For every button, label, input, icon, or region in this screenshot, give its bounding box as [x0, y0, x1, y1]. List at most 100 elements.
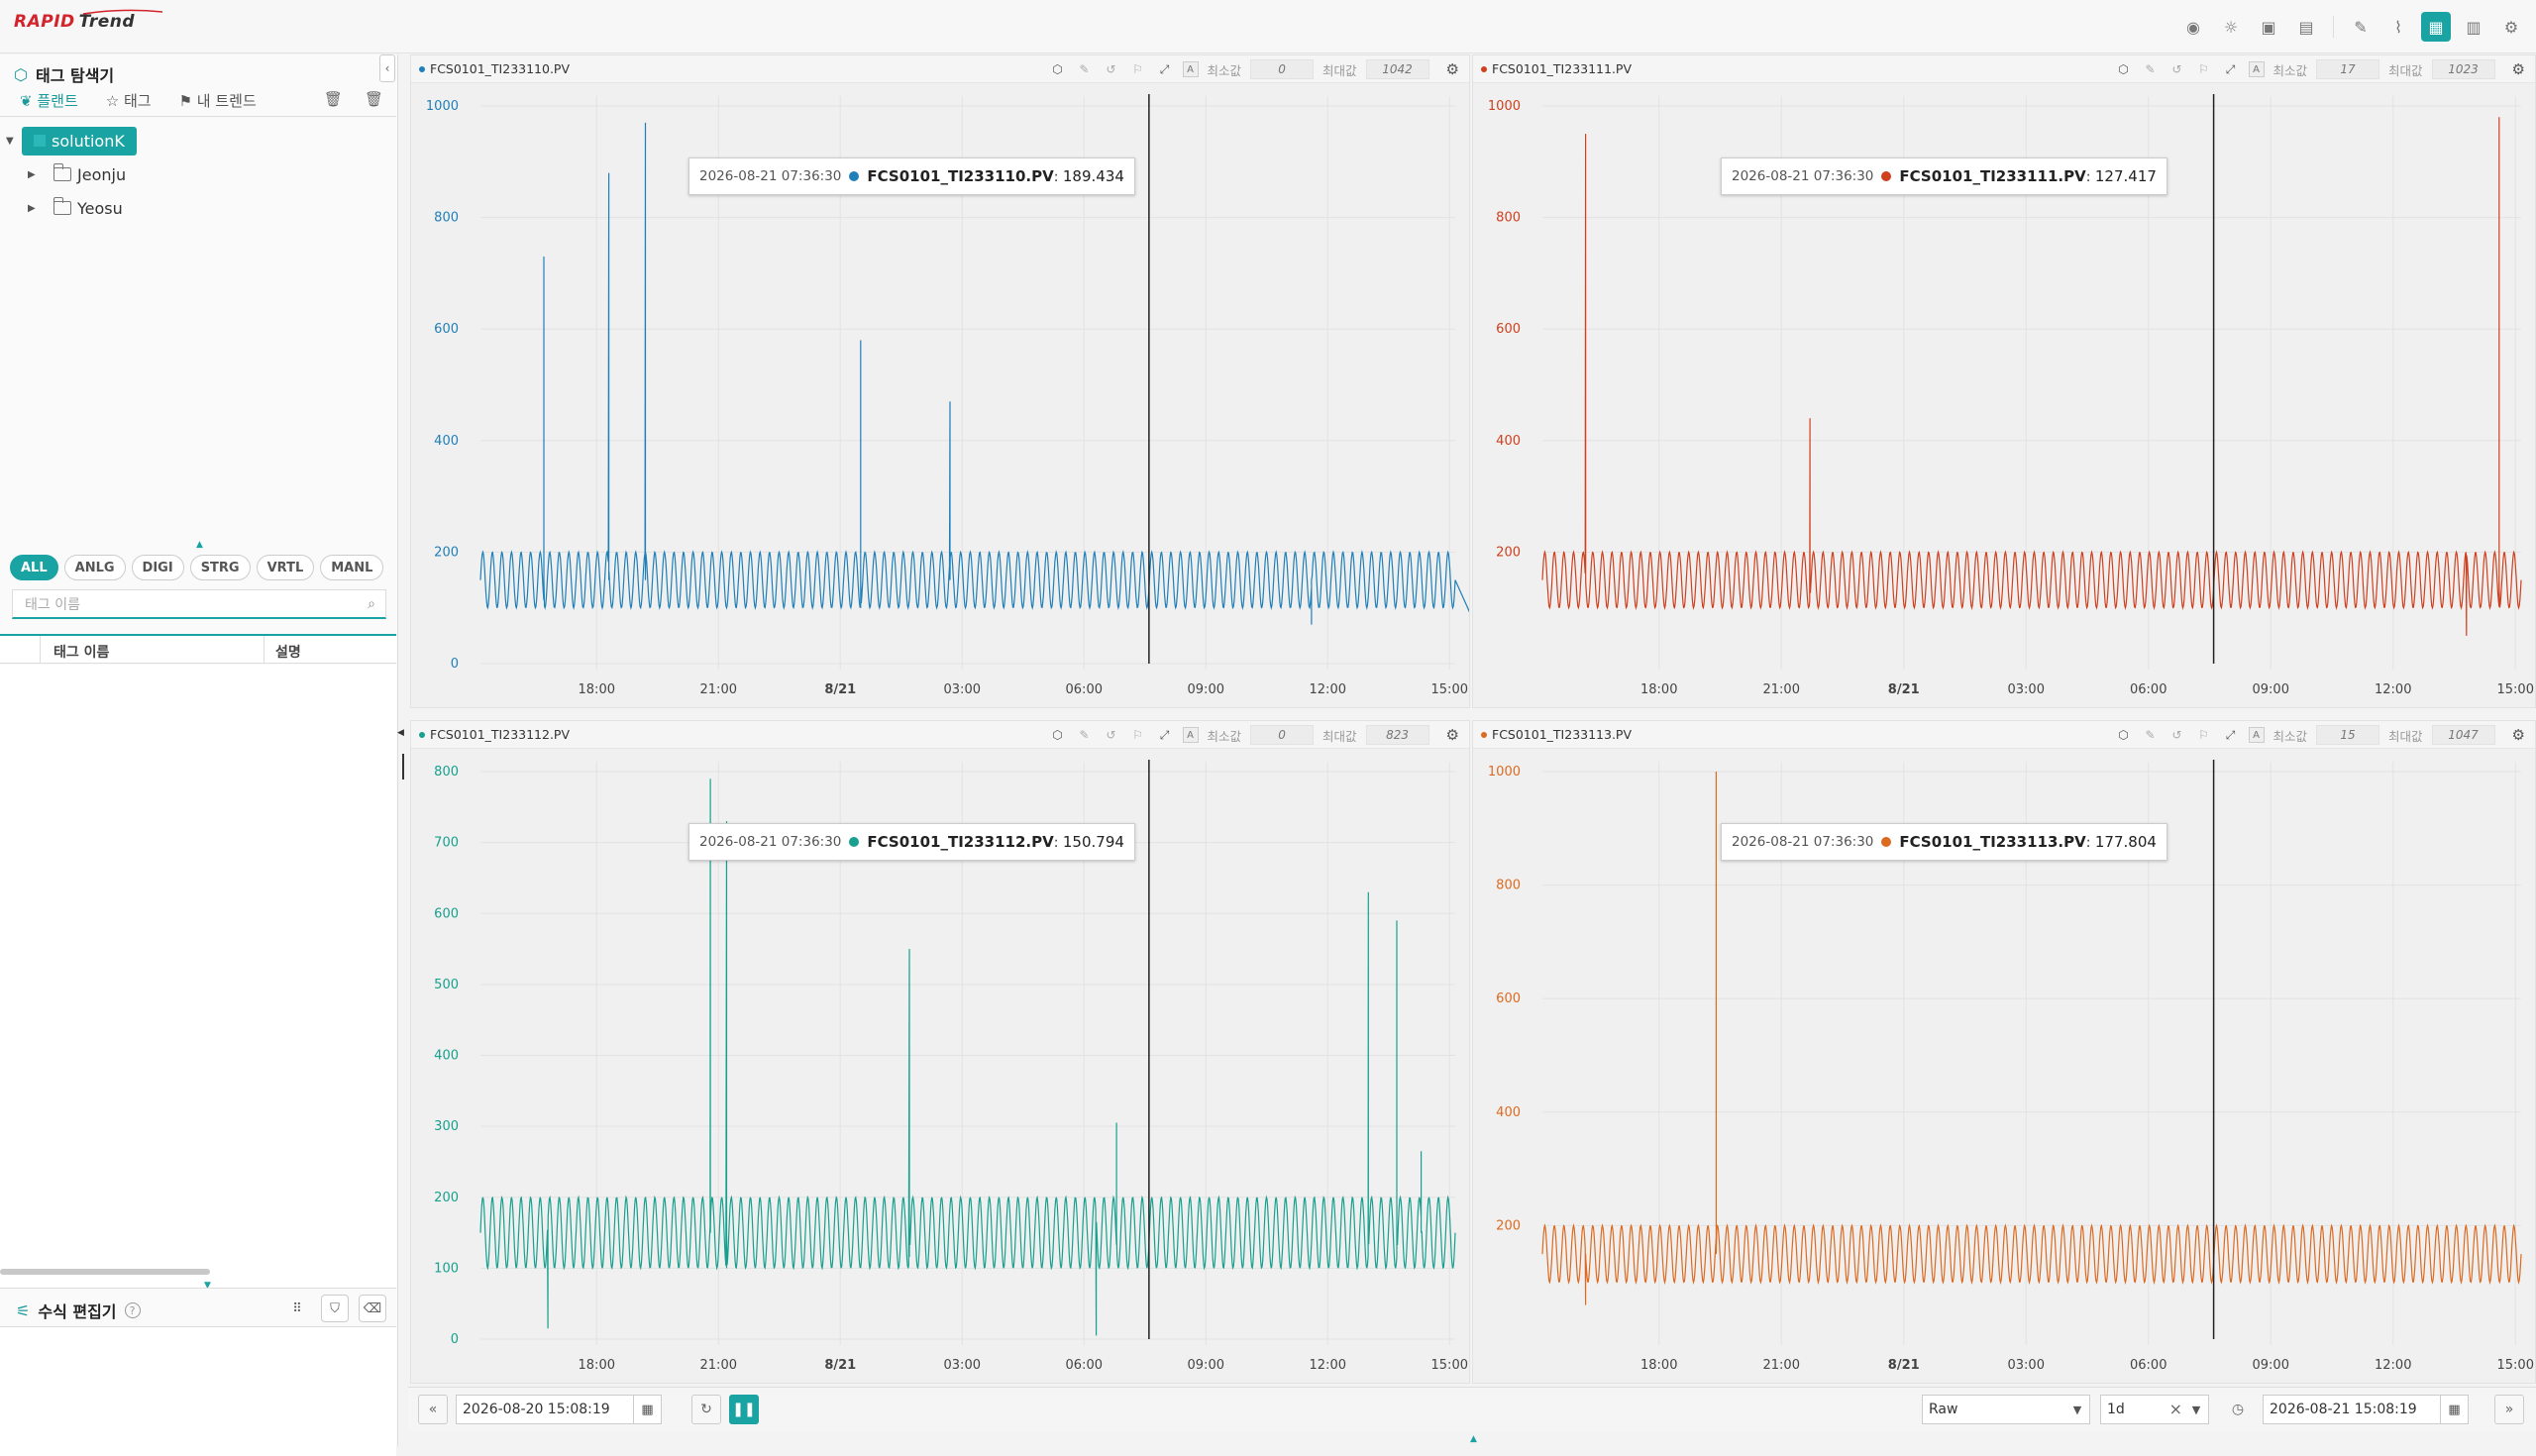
filter-anlg[interactable]: ANLG — [63, 555, 126, 580]
pencil-icon[interactable]: ✎ — [2145, 62, 2156, 76]
chart-plot-area[interactable]: 1000 800 600 400 200 0 18:00 21:00 8/21 03:00 06:0… — [411, 84, 1469, 707]
tree-node-root[interactable]: ▼ solutionK — [0, 124, 396, 157]
resize-handle-icon[interactable]: ▲ — [1470, 1434, 1477, 1444]
refresh-button[interactable]: ↻ — [691, 1395, 721, 1424]
eraser-icon[interactable]: ⌫ — [359, 1295, 386, 1322]
pencil-icon[interactable]: ✎ — [2145, 728, 2156, 742]
chart-settings-icon[interactable]: ⚙ — [1445, 60, 1459, 78]
autoscale-icon[interactable]: ⤢ — [1159, 727, 1170, 742]
min-value-input[interactable]: 17 — [2316, 59, 2380, 79]
shield-check-icon[interactable]: ⛉ — [321, 1295, 349, 1322]
flag-icon[interactable]: ⚐ — [1132, 728, 1143, 742]
calendar-icon[interactable]: ▦ — [2440, 1396, 2468, 1423]
filter-vrtl[interactable]: VRTL — [256, 555, 315, 580]
clock-icon[interactable]: ◷ — [2231, 1402, 2245, 1417]
chart-plot-area[interactable]: 1000 800 600 400 200 18:00 21:00 8/21 03:00 06:00… — [1473, 750, 2535, 1383]
flag-icon[interactable]: ⚐ — [2198, 62, 2209, 76]
resize-handle-icon[interactable]: ▼ — [204, 1281, 211, 1291]
min-value-input[interactable]: 15 — [2316, 725, 2380, 745]
record-icon[interactable]: ◉ — [2186, 17, 2200, 37]
clear-icon[interactable]: × — [2168, 1400, 2182, 1418]
undo-icon[interactable]: ↺ — [2171, 62, 2182, 76]
flag-icon[interactable]: ⚐ — [1132, 62, 1143, 76]
settings-icon[interactable]: ⚙ — [2503, 17, 2519, 37]
end-date-input[interactable]: 2026-08-21 15:08:19 ▦ — [2263, 1395, 2469, 1424]
trend-chart[interactable]: 800 700 600 500 400 300 200 100 0 18:00 21:00 8/21 0… — [411, 750, 1469, 1383]
trend-chart[interactable]: 1000 800 600 400 200 18:00 21:00 8/21 03:00 06:00… — [1473, 84, 2535, 707]
filter-strg[interactable]: STRG — [189, 555, 251, 580]
undo-icon[interactable]: ↺ — [1106, 728, 1116, 742]
dashboard-icon[interactable]: ▦ — [2421, 12, 2451, 42]
auto-range-toggle[interactable]: A — [2248, 727, 2265, 743]
undo-icon[interactable]: ↺ — [2171, 728, 2182, 742]
help-icon[interactable]: ? — [124, 1302, 141, 1318]
chart-plot-area[interactable]: 800 700 600 500 400 300 200 100 0 18:00 21:00 8/21 0… — [411, 750, 1469, 1383]
mode-select[interactable]: Raw ▼ — [1922, 1395, 2090, 1424]
splitter-handle[interactable] — [402, 754, 404, 780]
scroll-back-button[interactable]: « — [418, 1395, 448, 1424]
delete-icon[interactable]: 🗑︎ — [323, 90, 343, 108]
resize-handle-icon[interactable]: ▲ — [196, 540, 203, 550]
formula-editor-body[interactable] — [0, 1328, 396, 1456]
window-icon[interactable]: ▣ — [2261, 17, 2276, 37]
column-tag-name[interactable]: 태그 이름 — [53, 645, 110, 661]
min-value-input[interactable]: 0 — [1250, 59, 1315, 79]
tab-my-trend[interactable]: ⚑ 내 트렌드 — [178, 92, 257, 110]
collapse-arrow-icon[interactable]: ▶ — [28, 168, 36, 180]
bar-chart-icon[interactable]: ▥ — [2466, 17, 2482, 37]
start-date-input[interactable]: 2026-08-20 15:08:19 ▦ — [456, 1395, 662, 1424]
chart-settings-icon[interactable]: ⚙ — [2511, 60, 2525, 78]
chevron-down-icon[interactable]: ▼ — [2072, 1403, 2082, 1416]
chevron-down-icon[interactable]: ▼ — [2191, 1403, 2201, 1416]
search-icon[interactable]: ⌕ — [368, 596, 375, 612]
max-value-input[interactable]: 823 — [1365, 725, 1429, 745]
pin-icon[interactable]: ✎ — [2354, 17, 2368, 37]
flag-icon[interactable]: ⚐ — [2198, 728, 2209, 742]
trend-chart[interactable]: 1000 800 600 400 200 0 18:00 21:00 8/21 03:00 06:0… — [411, 84, 1469, 707]
undo-icon[interactable]: ↺ — [1106, 62, 1116, 76]
tree-node-jeonju[interactable]: ▶ Jeonju — [28, 163, 127, 184]
span-select[interactable]: 1d × ▼ — [2100, 1395, 2209, 1424]
tag-icon[interactable]: ⬡ — [1052, 728, 1063, 742]
filter-digi[interactable]: DIGI — [131, 555, 184, 580]
chart-settings-icon[interactable]: ⚙ — [1445, 726, 1459, 744]
chart-plot-area[interactable]: 1000 800 600 400 200 18:00 21:00 8/21 03:00 06:00… — [1473, 84, 2535, 707]
expand-arrow-icon[interactable]: ▼ — [6, 135, 14, 147]
horizontal-scrollbar[interactable] — [0, 1269, 210, 1275]
sun-icon[interactable]: ☼ — [2223, 17, 2239, 37]
tree-node-yeosu[interactable]: ▶ Yeosu — [28, 197, 123, 218]
min-value-input[interactable]: 0 — [1250, 725, 1315, 745]
tag-search-input[interactable]: 태그 이름 ⌕ — [12, 589, 386, 619]
pencil-icon[interactable]: ✎ — [1079, 728, 1090, 742]
column-description[interactable]: 설명 — [275, 645, 301, 661]
auto-range-toggle[interactable]: A — [1182, 61, 1199, 77]
panel-splitter[interactable]: ◀ — [397, 54, 408, 1446]
chart-settings-icon[interactable]: ⚙ — [2511, 726, 2525, 744]
collapse-sidebar-button[interactable]: ‹ — [379, 54, 395, 82]
tag-icon[interactable]: ⬡ — [2118, 728, 2129, 742]
max-value-input[interactable]: 1023 — [2431, 59, 2495, 79]
tree-node-root-chip[interactable]: solutionK — [22, 126, 137, 156]
autoscale-icon[interactable]: ⤢ — [2225, 61, 2236, 76]
line-chart-icon[interactable]: ⌇ — [2394, 17, 2402, 37]
collapse-arrow-icon[interactable]: ◀ — [397, 728, 404, 738]
pencil-icon[interactable]: ✎ — [1079, 62, 1090, 76]
calendar-icon[interactable]: ▦ — [633, 1396, 661, 1423]
autoscale-icon[interactable]: ⤢ — [2225, 727, 2236, 742]
tab-plant[interactable]: ❦ 플랜트 — [20, 92, 78, 110]
tag-icon[interactable]: ⬡ — [2118, 62, 2129, 76]
scroll-forward-button[interactable]: » — [2494, 1395, 2524, 1424]
max-value-input[interactable]: 1047 — [2431, 725, 2495, 745]
save-icon[interactable]: ▤ — [2298, 17, 2314, 37]
filter-manl[interactable]: MANL — [320, 555, 384, 580]
tab-tag[interactable]: ☆ 태그 — [105, 92, 152, 110]
drag-handle-icon[interactable]: ⠿ — [292, 1300, 302, 1316]
autoscale-icon[interactable]: ⤢ — [1159, 61, 1170, 76]
pause-button[interactable]: ❚❚ — [729, 1395, 759, 1424]
filter-all[interactable]: ALL — [10, 555, 58, 580]
delete-all-icon[interactable]: 🗑︎ — [364, 90, 383, 108]
tag-icon[interactable]: ⬡ — [1052, 62, 1063, 76]
auto-range-toggle[interactable]: A — [1182, 727, 1199, 743]
max-value-input[interactable]: 1042 — [1365, 59, 1429, 79]
auto-range-toggle[interactable]: A — [2248, 61, 2265, 77]
